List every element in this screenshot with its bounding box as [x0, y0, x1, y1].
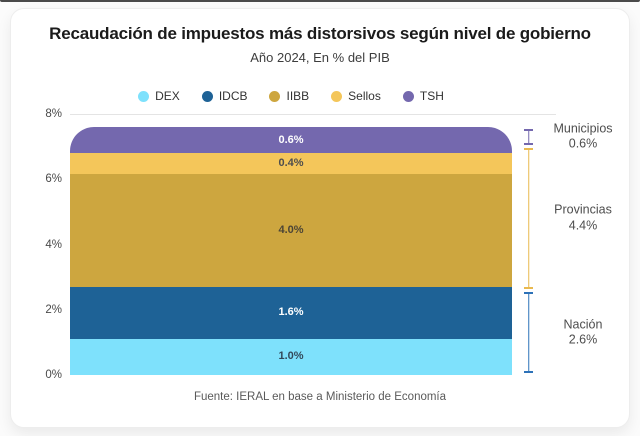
chart-title: Recaudación de impuestos más distorsivos… — [49, 24, 591, 43]
bar-segment-value: 0.4% — [278, 157, 304, 170]
legend-dot-icon — [402, 90, 414, 102]
legend-item-tsh: TSH — [402, 89, 444, 103]
annotation-value: 0.6% — [568, 136, 598, 151]
bar-segment-value: 1.6% — [278, 306, 304, 319]
screen-top-border — [0, 0, 640, 2]
stacked-bar: 0.6% 0.4% 4.0% 1.6% 1.0% — [70, 127, 512, 375]
annotation-label: Municipios — [553, 121, 613, 136]
annotation-label: Nación — [563, 316, 603, 331]
bar-segment-value: 1.0% — [278, 350, 304, 363]
annotation-nacion: Nación 2.6% — [534, 317, 632, 348]
legend-item-iibb: IIBB — [269, 89, 309, 103]
legend-label: Sellos — [348, 89, 381, 103]
legend-item-sellos: Sellos — [331, 89, 381, 103]
y-axis-tick-8: 8% — [45, 108, 62, 120]
bracket-provincias — [524, 148, 533, 289]
legend-dot-icon — [269, 90, 281, 102]
legend-dot-icon — [331, 90, 343, 102]
bar-segment-value: 0.6% — [278, 133, 304, 146]
gridline-top — [70, 114, 556, 115]
legend-dot-icon — [201, 90, 213, 102]
bar-segment-tsh: 0.6% — [70, 127, 512, 154]
bar-segment-dex: 1.0% — [70, 338, 512, 375]
annotation-provincias: Provincias 4.4% — [534, 203, 632, 234]
legend-label: TSH — [419, 89, 444, 103]
bar-segment-value: 4.0% — [278, 224, 304, 237]
legend-item-idcb: IDCB — [201, 89, 248, 103]
legend-label: IDCB — [218, 89, 248, 103]
legend-label: IIBB — [286, 89, 310, 103]
bar-segment-sellos: 0.4% — [70, 153, 512, 175]
bracket-nacion — [524, 291, 533, 374]
bar-segment-iibb: 4.0% — [70, 174, 512, 287]
bracket-municipios — [524, 128, 533, 146]
legend-dot-icon — [138, 90, 150, 102]
chart-legend: DEX IDCB IIBB Sellos TSH — [70, 88, 512, 104]
y-axis-tick-4: 4% — [45, 238, 62, 251]
bar-segment-idcb: 1.6% — [70, 287, 512, 339]
legend-label: DEX — [155, 89, 180, 103]
y-axis-tick-0: 0% — [45, 369, 62, 381]
annotation-label: Provincias — [554, 202, 612, 217]
chart-subtitle: Año 2024, En % del PIB — [250, 50, 390, 65]
y-axis-tick-6: 6% — [45, 173, 62, 186]
annotation-value: 4.4% — [568, 218, 598, 233]
legend-item-dex: DEX — [138, 89, 180, 103]
source-note: Fuente: IERAL en base a Ministerio de Ec… — [193, 391, 447, 403]
annotation-municipios: Municipios 0.6% — [534, 121, 632, 152]
annotation-value: 2.6% — [568, 332, 598, 347]
y-axis-tick-2: 2% — [45, 303, 62, 316]
